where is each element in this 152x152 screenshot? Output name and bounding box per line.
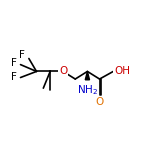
- Text: F: F: [11, 58, 17, 68]
- Text: F: F: [11, 72, 17, 82]
- Polygon shape: [85, 71, 90, 80]
- Text: O: O: [95, 97, 104, 107]
- Text: NH$_2$: NH$_2$: [77, 83, 98, 97]
- Text: F: F: [19, 50, 25, 60]
- Text: OH: OH: [114, 66, 130, 76]
- Text: O: O: [59, 66, 67, 76]
